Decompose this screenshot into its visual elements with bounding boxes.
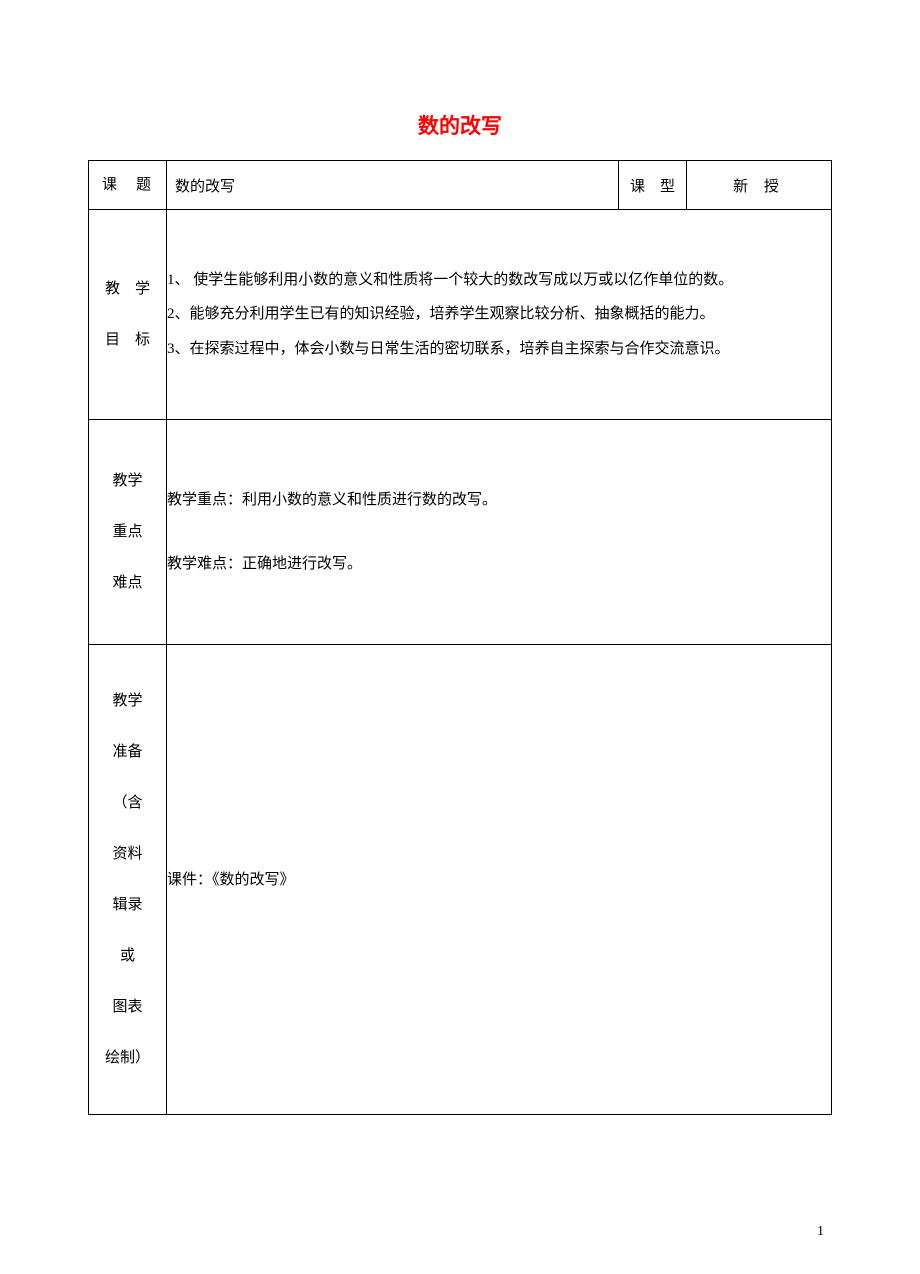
header-row: 课 题 数的改写 课 型 新 授 (89, 161, 832, 210)
page-title: 数的改写 (88, 110, 832, 140)
prep-label-line1: 教学 (89, 676, 166, 727)
prep-label-line6: 或 (89, 931, 166, 982)
goals-label-line2: 目 标 (89, 315, 166, 366)
topic-label: 课 题 (89, 161, 167, 210)
prep-label-line5: 辑录 (89, 880, 166, 931)
keydiff-label: 教学 重点 难点 (89, 420, 167, 645)
topic-value: 数的改写 (167, 161, 619, 210)
goals-label: 教 学 目 标 (89, 210, 167, 420)
prep-label-line7: 图表 (89, 982, 166, 1033)
prep-row: 教学 准备 （含 资料 辑录 或 图表 绘制） 课件：《数的改写》 (89, 645, 832, 1115)
keydiff-label-line2: 重点 (89, 507, 166, 558)
diff-point: 教学难点：正确地进行改写。 (167, 549, 831, 579)
page-number: 1 (817, 1224, 824, 1240)
key-point: 教学重点：利用小数的意义和性质进行数的改写。 (167, 485, 831, 515)
keydiff-content: 教学重点：利用小数的意义和性质进行数的改写。 教学难点：正确地进行改写。 (167, 420, 832, 645)
prep-label-line4: 资料 (89, 829, 166, 880)
prep-label: 教学 准备 （含 资料 辑录 或 图表 绘制） (89, 645, 167, 1115)
goal-3: 3、在探索过程中，体会小数与日常生活的密切联系，培养自主探索与合作交流意识。 (167, 332, 831, 367)
goal-1: 1、 使学生能够利用小数的意义和性质将一个较大的数改写成以万或以亿作单位的数。 (167, 263, 831, 298)
lesson-plan-table: 课 题 数的改写 课 型 新 授 教 学 目 标 1、 使学生能够利用小数的意义… (88, 160, 832, 1115)
keydiff-label-line1: 教学 (89, 456, 166, 507)
prep-label-line8: 绘制） (89, 1033, 166, 1084)
type-label: 课 型 (619, 161, 687, 210)
goals-row: 教 学 目 标 1、 使学生能够利用小数的意义和性质将一个较大的数改写成以万或以… (89, 210, 832, 420)
prep-label-line2: 准备 (89, 727, 166, 778)
goals-label-line1: 教 学 (89, 264, 166, 315)
goal-2: 2、能够充分利用学生已有的知识经验，培养学生观察比较分析、抽象概括的能力。 (167, 297, 831, 332)
keydiff-row: 教学 重点 难点 教学重点：利用小数的意义和性质进行数的改写。 教学难点：正确地… (89, 420, 832, 645)
keydiff-label-line3: 难点 (89, 558, 166, 609)
prep-label-line3: （含 (89, 778, 166, 829)
goals-content: 1、 使学生能够利用小数的意义和性质将一个较大的数改写成以万或以亿作单位的数。 … (167, 210, 832, 420)
type-value: 新 授 (687, 161, 832, 210)
prep-content: 课件：《数的改写》 (167, 645, 832, 1115)
